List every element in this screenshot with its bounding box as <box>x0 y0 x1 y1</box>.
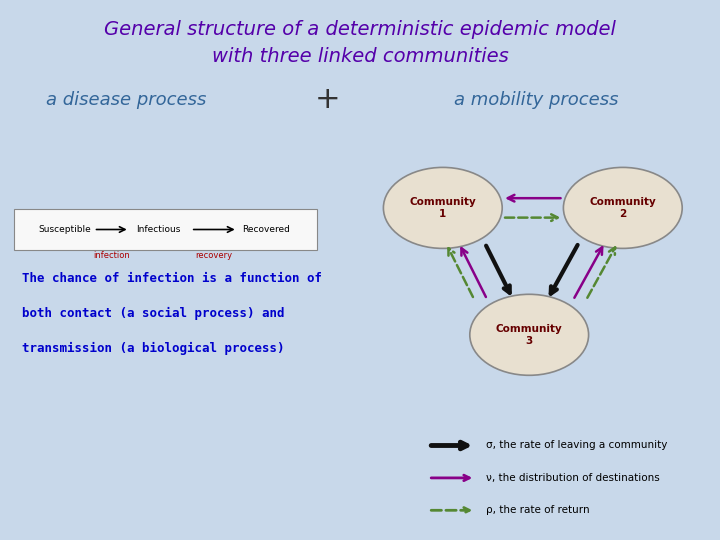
Text: ν, the distribution of destinations: ν, the distribution of destinations <box>486 473 660 483</box>
Ellipse shape <box>470 294 589 375</box>
Text: transmission (a biological process): transmission (a biological process) <box>22 342 284 355</box>
Text: Infectious: Infectious <box>136 225 181 234</box>
Text: both contact (a social process) and: both contact (a social process) and <box>22 307 284 320</box>
Text: infection: infection <box>93 251 130 260</box>
Text: with three linked communities: with three linked communities <box>212 47 508 66</box>
Text: Recovered: Recovered <box>243 225 290 234</box>
Ellipse shape <box>563 167 682 248</box>
Text: The chance of infection is a function of: The chance of infection is a function of <box>22 272 322 285</box>
Text: Community
1: Community 1 <box>410 197 476 219</box>
Text: a mobility process: a mobility process <box>454 91 618 109</box>
Text: recovery: recovery <box>196 251 233 260</box>
Text: Community
3: Community 3 <box>496 324 562 346</box>
Ellipse shape <box>383 167 503 248</box>
Text: σ, the rate of leaving a community: σ, the rate of leaving a community <box>486 441 667 450</box>
Text: ρ, the rate of return: ρ, the rate of return <box>486 505 590 515</box>
Text: +: + <box>315 85 341 114</box>
FancyBboxPatch shape <box>14 210 317 249</box>
Text: a disease process: a disease process <box>46 91 206 109</box>
Text: Community
2: Community 2 <box>590 197 656 219</box>
Text: Susceptible: Susceptible <box>38 225 91 234</box>
Text: General structure of a deterministic epidemic model: General structure of a deterministic epi… <box>104 20 616 39</box>
